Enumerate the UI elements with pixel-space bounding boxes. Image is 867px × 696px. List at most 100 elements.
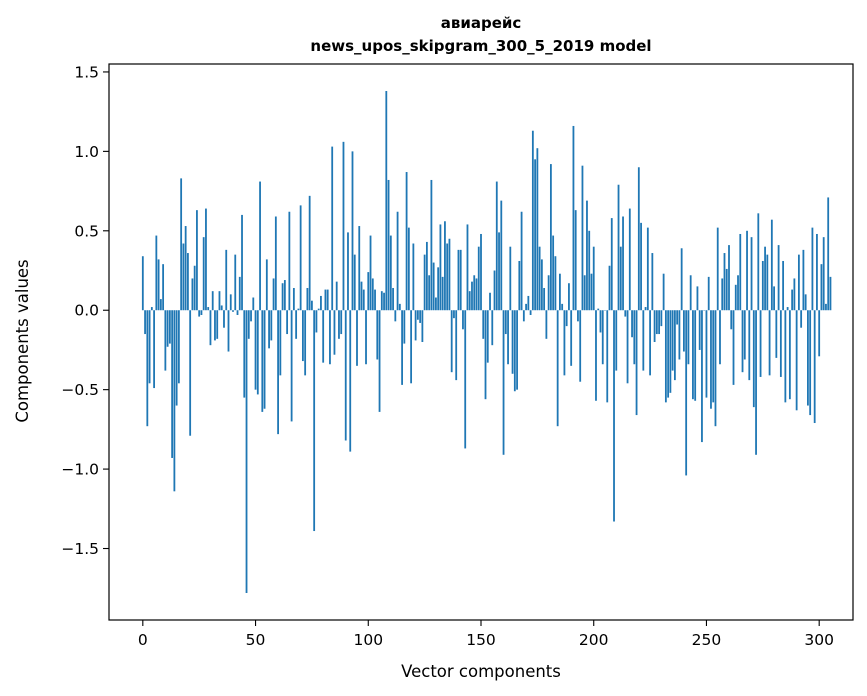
bar-286 xyxy=(786,307,789,311)
bar-181 xyxy=(549,164,552,311)
bar-182 xyxy=(552,235,555,311)
bar-125 xyxy=(423,254,426,311)
bar-8 xyxy=(159,299,162,311)
bar-235 xyxy=(671,310,674,371)
bar-174 xyxy=(534,159,537,311)
bar-154 xyxy=(489,292,491,311)
bar-113 xyxy=(396,211,399,311)
bar-66 xyxy=(290,310,293,422)
bar-221 xyxy=(640,222,642,311)
bar-series xyxy=(141,91,832,593)
bar-189 xyxy=(568,283,570,311)
bar-241 xyxy=(685,310,688,476)
bar-191 xyxy=(572,125,575,311)
bar-110 xyxy=(389,235,392,311)
bar-144 xyxy=(466,224,469,311)
bar-91 xyxy=(347,232,349,311)
bar-109 xyxy=(387,179,390,311)
chart-title-line-1: авиарейс xyxy=(441,14,522,32)
bar-145 xyxy=(468,291,471,311)
bar-69 xyxy=(297,308,300,311)
bar-263 xyxy=(734,284,737,311)
bar-244 xyxy=(692,310,694,400)
bar-258 xyxy=(723,253,726,311)
bar-239 xyxy=(680,248,683,311)
bar-60 xyxy=(277,310,279,435)
bar-76 xyxy=(313,310,316,532)
bar-151 xyxy=(482,310,485,339)
bar-47 xyxy=(247,310,250,339)
bar-92 xyxy=(349,310,352,452)
bar-175 xyxy=(536,148,539,311)
bar-169 xyxy=(522,310,525,322)
bar-227 xyxy=(653,310,656,342)
bar-247 xyxy=(698,310,701,350)
bar-3 xyxy=(148,310,151,384)
bar-206 xyxy=(606,310,609,403)
bar-161 xyxy=(504,310,507,335)
bar-126 xyxy=(425,241,428,311)
bar-134 xyxy=(444,221,446,311)
bar-176 xyxy=(538,246,541,311)
bar-24 xyxy=(196,210,198,311)
bar-160 xyxy=(502,310,505,455)
bar-14 xyxy=(173,310,176,492)
bar-63 xyxy=(283,280,286,311)
plot-area-frame xyxy=(108,63,854,621)
bar-296 xyxy=(809,310,812,416)
bar-138 xyxy=(453,310,455,319)
bar-148 xyxy=(475,278,478,311)
bar-289 xyxy=(793,278,796,311)
bar-122 xyxy=(416,310,419,320)
bar-48 xyxy=(250,310,252,322)
bar-251 xyxy=(707,276,710,311)
bar-304 xyxy=(827,197,830,311)
bar-264 xyxy=(737,275,739,311)
bar-127 xyxy=(428,275,431,311)
bar-184 xyxy=(556,310,559,427)
bar-149 xyxy=(477,246,480,311)
bar-278 xyxy=(768,310,771,376)
bar-179 xyxy=(545,310,548,339)
bar-273 xyxy=(757,213,760,311)
bar-27 xyxy=(202,237,205,311)
bar-302 xyxy=(822,237,825,311)
bar-256 xyxy=(719,310,721,365)
bar-31 xyxy=(211,291,214,311)
bar-276 xyxy=(764,246,766,311)
x-tick-label: 50 xyxy=(246,631,266,649)
bar-271 xyxy=(752,310,755,408)
bar-2 xyxy=(146,310,149,427)
bar-16 xyxy=(177,310,180,384)
bar-222 xyxy=(642,310,645,371)
bar-20 xyxy=(187,253,189,311)
bar-89 xyxy=(342,141,345,311)
bar-5 xyxy=(153,310,155,389)
bar-57 xyxy=(270,310,273,341)
bar-238 xyxy=(678,310,681,360)
bar-253 xyxy=(712,310,715,403)
bar-61 xyxy=(279,310,282,376)
bar-107 xyxy=(383,292,385,311)
bar-266 xyxy=(741,310,744,373)
bar-19 xyxy=(184,226,187,311)
bar-268 xyxy=(746,230,748,311)
y-tick-label: 0.5 xyxy=(74,222,99,240)
bar-10 xyxy=(164,310,167,371)
bar-232 xyxy=(664,310,667,403)
bar-224 xyxy=(646,227,649,311)
bar-106 xyxy=(380,291,383,311)
bar-243 xyxy=(689,275,692,311)
bar-195 xyxy=(581,165,584,311)
bar-128 xyxy=(430,179,433,311)
bar-83 xyxy=(329,310,331,365)
bar-67 xyxy=(292,287,295,311)
bar-157 xyxy=(495,181,498,311)
bar-32 xyxy=(214,310,216,341)
bar-104 xyxy=(376,310,379,360)
bar-124 xyxy=(421,310,424,342)
bar-102 xyxy=(371,278,374,311)
bar-90 xyxy=(344,310,347,441)
bar-68 xyxy=(295,310,298,339)
bar-65 xyxy=(288,211,291,311)
